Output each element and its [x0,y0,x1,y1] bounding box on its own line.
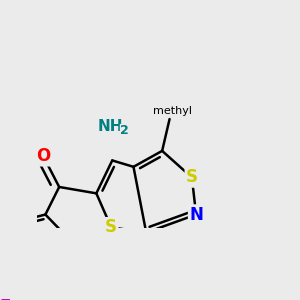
Text: NH: NH [98,119,124,134]
Text: O: O [36,147,50,165]
Text: S: S [105,218,117,236]
Text: S: S [186,168,198,186]
Text: F: F [0,298,11,300]
Text: N: N [189,206,203,224]
Text: methyl: methyl [153,106,192,116]
Text: 2: 2 [120,124,129,137]
